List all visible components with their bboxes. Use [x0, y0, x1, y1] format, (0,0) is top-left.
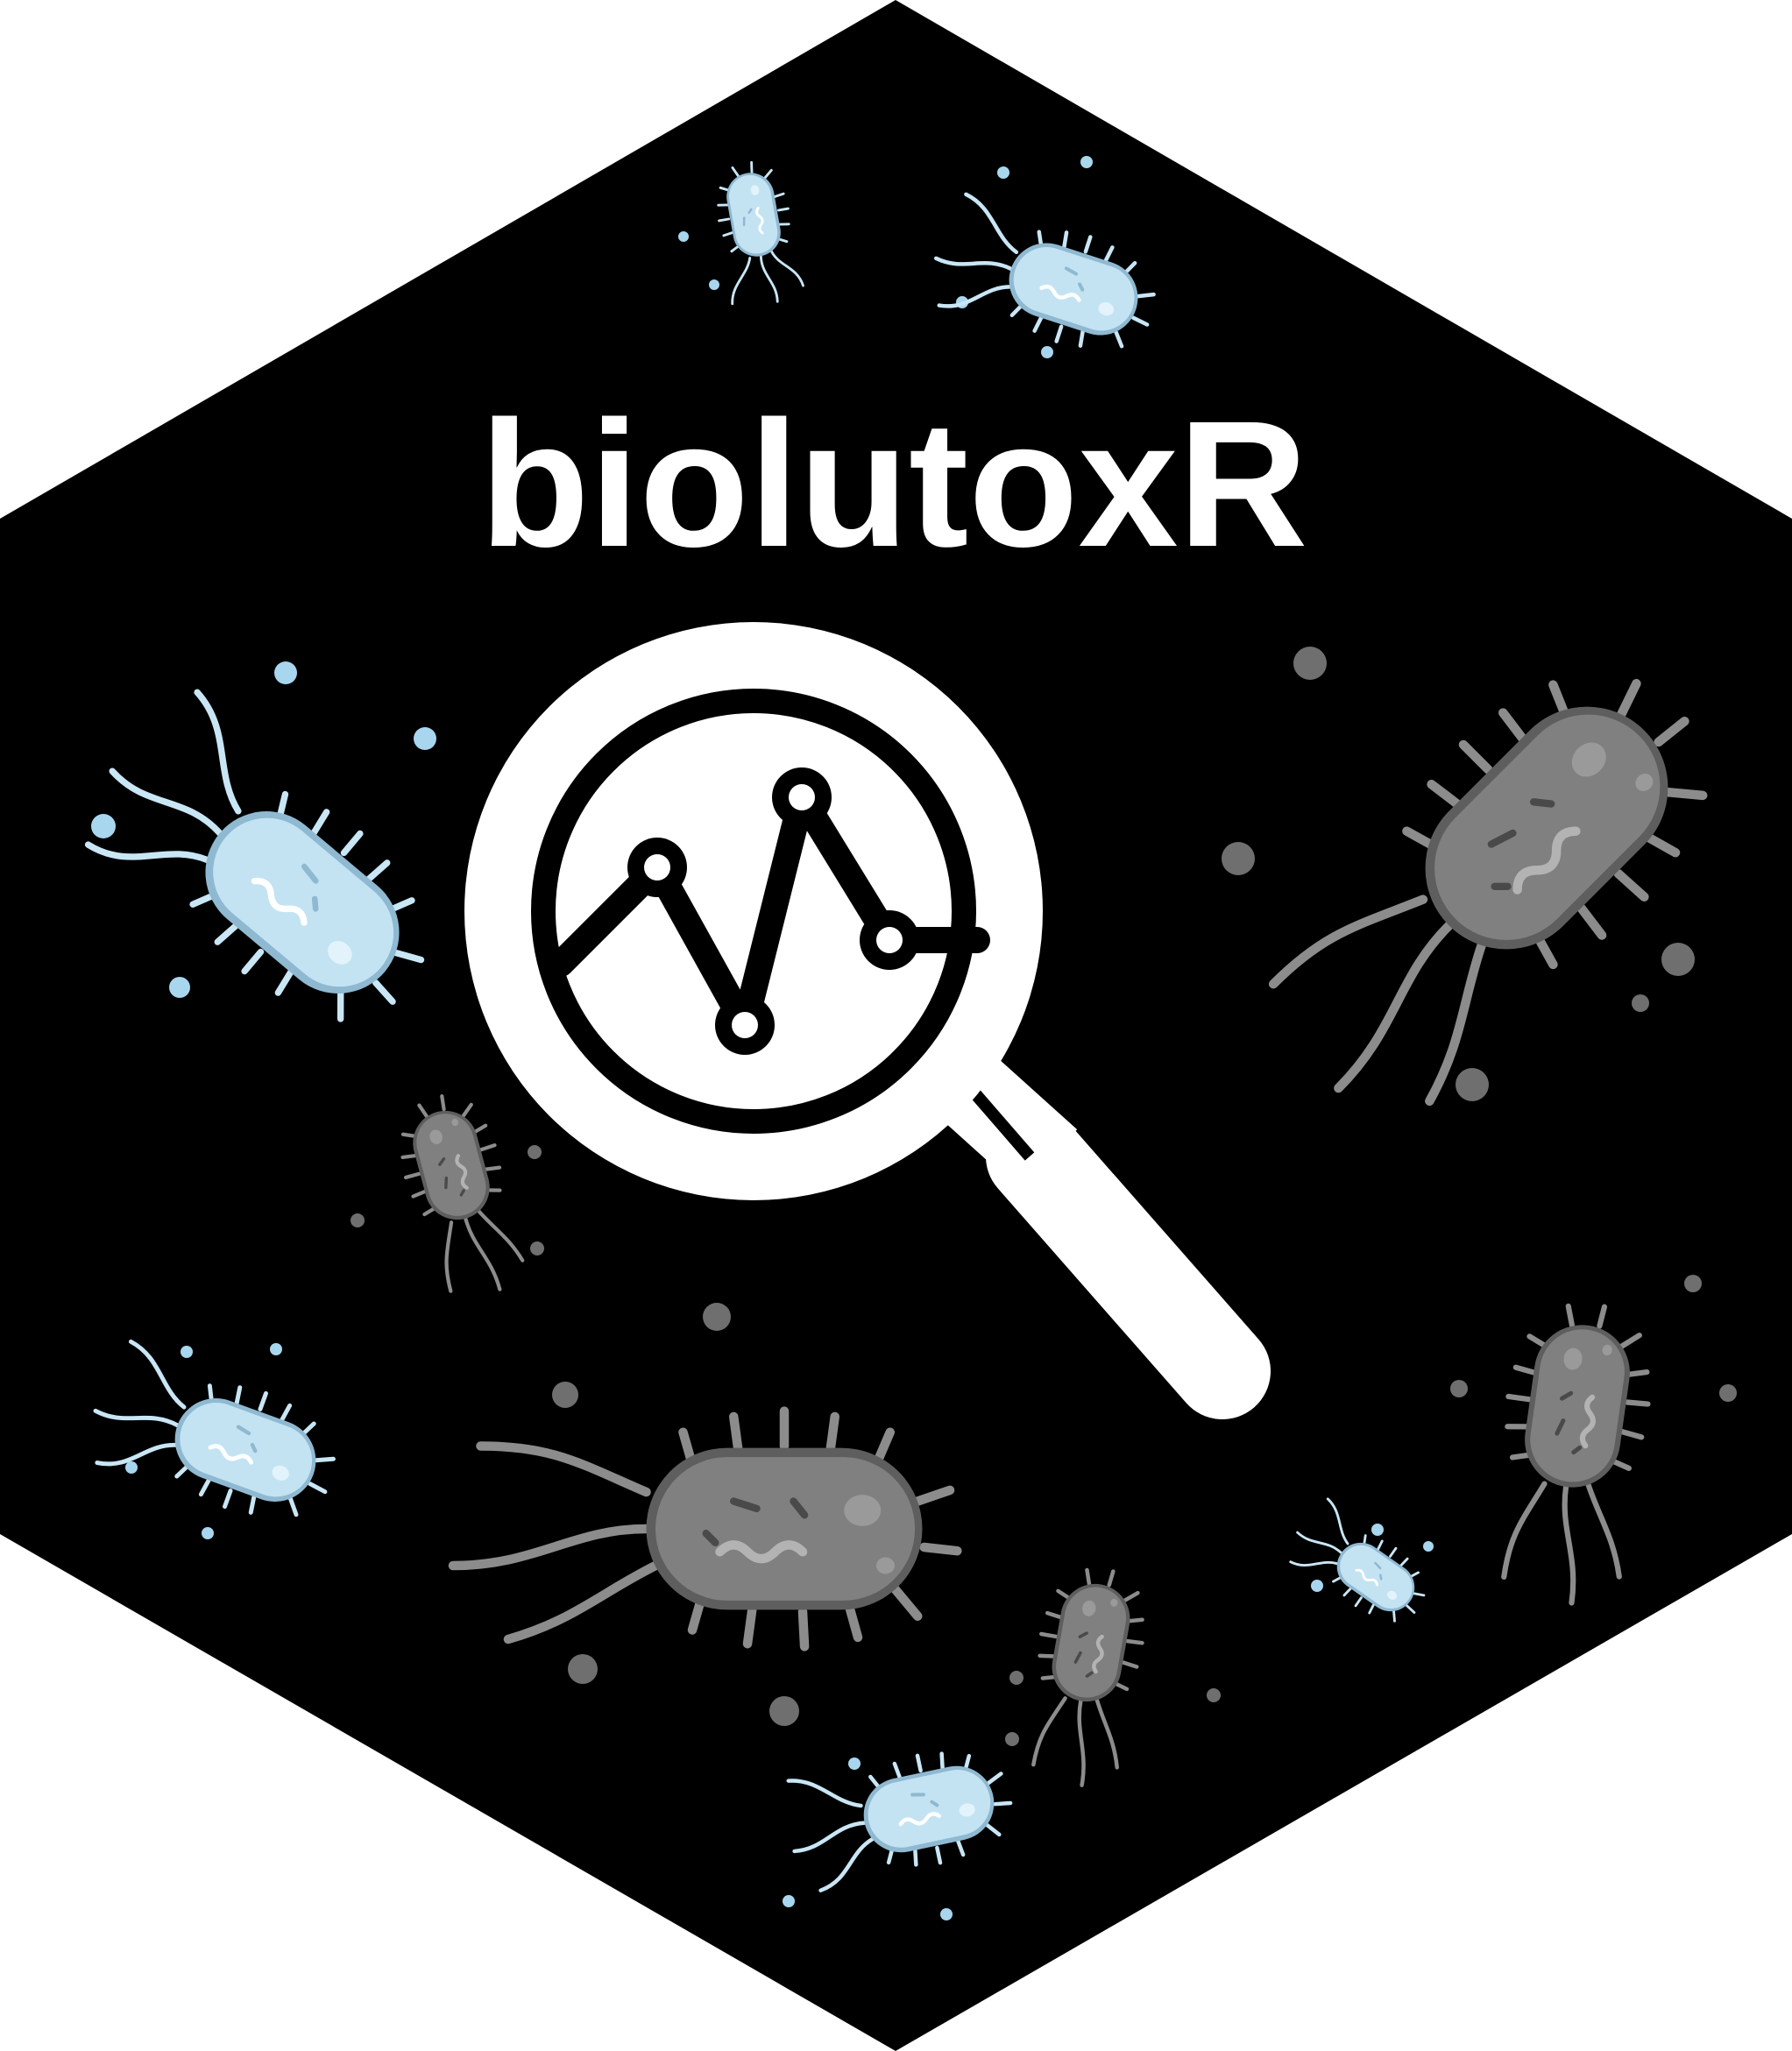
line-chart-icon	[548, 767, 990, 1055]
magnifying-glass-icon	[464, 622, 1271, 1419]
particle-dots	[91, 156, 1737, 1920]
logo-title: biolutoxR	[479, 384, 1307, 584]
